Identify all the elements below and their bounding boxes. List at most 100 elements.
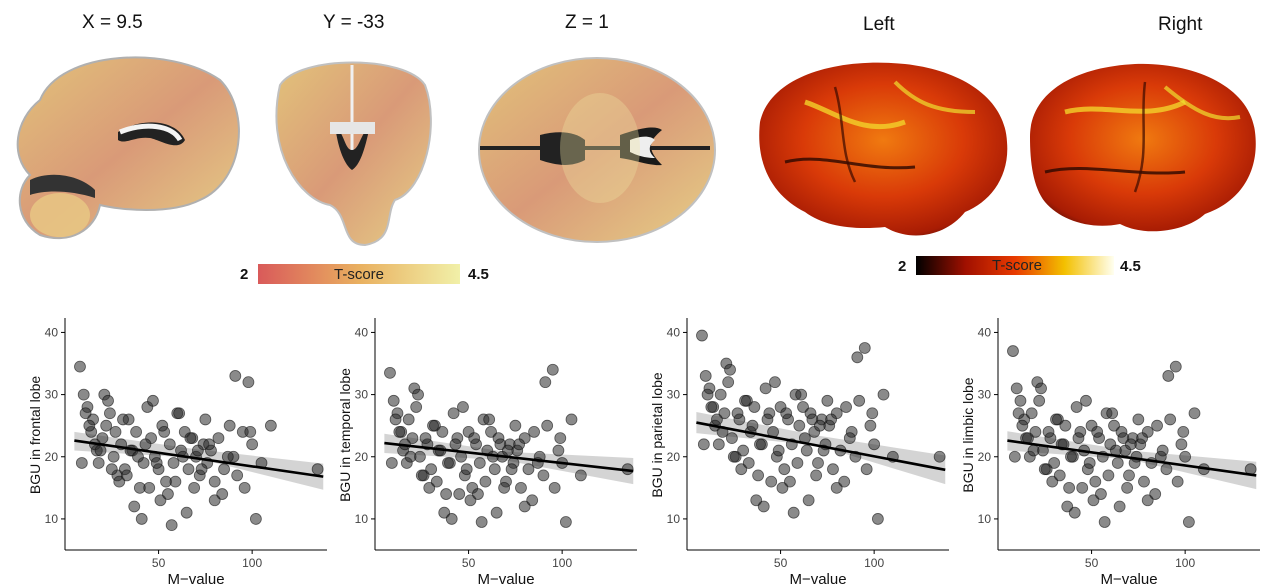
- plot2-data-point: [513, 438, 525, 451]
- plot1-data-point: [104, 407, 116, 420]
- plot1-data-point: [242, 376, 255, 389]
- plot1-data-point: [107, 450, 120, 463]
- plot4-data-point: [1007, 345, 1019, 357]
- plot4-data-point: [1164, 413, 1177, 426]
- plot3-data-point: [838, 475, 851, 488]
- plot2-data-point: [442, 457, 454, 469]
- plot3-data-point: [696, 329, 708, 342]
- surface-title-right: Right: [1158, 14, 1203, 35]
- plot1-data-point: [79, 407, 92, 420]
- plot2-data-point: [440, 488, 453, 500]
- plot3-data-point: [742, 457, 755, 469]
- colorbar1-gradient: T-score: [258, 264, 460, 284]
- plot3-data-point: [714, 388, 727, 401]
- plot1-data-point: [132, 450, 144, 463]
- plot3-data-point: [761, 413, 774, 426]
- plot4-data-point: [1072, 432, 1085, 445]
- plot1-data-point: [199, 413, 212, 426]
- plot3-data-point: [866, 407, 879, 420]
- plot1-data-point: [150, 457, 163, 469]
- plot4-data-point: [1063, 481, 1076, 494]
- plot3-data-point: [722, 376, 735, 389]
- plot3-data-point: [727, 450, 740, 463]
- plot3-data-point: [800, 444, 813, 457]
- plot4-data-point: [1089, 475, 1102, 488]
- plot3-data-point: [784, 475, 796, 488]
- plot4-data-point: [1151, 419, 1163, 432]
- plot3-data-point: [813, 419, 826, 432]
- plot1-data-point: [184, 432, 197, 445]
- plot1-data-point: [231, 469, 244, 482]
- scatter-plots-figure: 10 20 30 40 50 100 M−value BGU in frontal lobe 1…: [27, 318, 1260, 587]
- plot1-data-point: [188, 481, 201, 494]
- plot2-y-tick-label: 40: [355, 325, 369, 339]
- plot4-data-point: [1091, 425, 1104, 438]
- plot3-data-point: [795, 388, 808, 401]
- plot3-x-axis-label: M−value: [789, 571, 846, 587]
- plot1-data-point: [94, 444, 107, 457]
- plot4-data-point: [1149, 488, 1162, 500]
- plot1-data-point: [92, 457, 105, 469]
- plot3-x-tick-label: 100: [864, 556, 884, 570]
- plot4-data-point: [1188, 407, 1201, 420]
- plot2-data-point: [385, 457, 398, 469]
- plot2-data-point: [574, 469, 587, 482]
- plot4-data-point: [1080, 394, 1092, 407]
- plot1-data-point: [74, 360, 86, 373]
- plot1-y-tick-label: 40: [45, 325, 59, 339]
- plot1-data-point: [212, 432, 225, 445]
- plot4-fit-line: [1007, 439, 1257, 477]
- plot2-data-point: [425, 463, 438, 476]
- brain-slices-figure: [16, 56, 716, 247]
- surface-title-left: Left: [863, 14, 895, 35]
- plot1-data-point: [203, 438, 216, 451]
- plot1-data-point: [117, 413, 129, 426]
- plot4-data-point: [1027, 444, 1040, 457]
- plot3-data-point: [697, 438, 710, 451]
- plot3-data-point: [748, 401, 761, 413]
- plot2-data-point: [427, 419, 439, 432]
- plot4-data-point: [1123, 469, 1135, 482]
- plot4-data-point: [1098, 516, 1111, 528]
- plot3-data-point: [765, 475, 778, 488]
- plot2-data-point: [415, 469, 428, 482]
- plot2-x-axis-label: M−value: [477, 571, 534, 587]
- plot4-confidence-band: [1007, 431, 1257, 490]
- plot4-data-point: [1010, 382, 1023, 395]
- plot3-data-point: [711, 413, 723, 426]
- plot1-data-point: [167, 457, 180, 469]
- plot1-data-point: [75, 457, 88, 469]
- plot1-y-tick-label: 30: [45, 388, 59, 402]
- plot4-y-tick-label: 10: [978, 512, 992, 526]
- plot2-data-point: [546, 363, 559, 376]
- plot2-confidence-band: [384, 433, 634, 485]
- plot4-data-point: [1059, 419, 1072, 432]
- plot4-x-axis-label: M−value: [1100, 571, 1157, 587]
- plot3-data-point: [933, 450, 946, 463]
- plot1-data-point: [147, 394, 159, 407]
- plot1-data-point: [120, 469, 133, 482]
- plot2-data-point: [460, 463, 473, 476]
- plot2-fit-line: [384, 441, 634, 473]
- axial-slice-image: [478, 57, 716, 243]
- plot1-y-tick-label: 10: [45, 512, 59, 526]
- plot4-data-point: [1136, 432, 1148, 445]
- plot4-data-point: [1175, 438, 1188, 451]
- plot4-data-point: [1008, 450, 1021, 463]
- plot4-x-tick-label: 100: [1175, 556, 1195, 570]
- plot3-data-point: [769, 376, 781, 389]
- plot3-data-point: [868, 438, 881, 451]
- plot3-data-point: [858, 342, 871, 354]
- plot4-data-point: [1111, 457, 1124, 469]
- plot4-data-point: [1182, 516, 1195, 528]
- plot4-data-point: [1177, 425, 1190, 438]
- plot1-data-point: [158, 425, 171, 438]
- plot4-data-point: [1162, 370, 1175, 382]
- plot1-data-point: [223, 419, 236, 432]
- plot1-data-point: [165, 519, 178, 532]
- plot2-data-point: [410, 401, 423, 413]
- plot3-data-point: [731, 407, 744, 420]
- plot1-data-point: [102, 394, 114, 407]
- plot4-data-point: [1113, 500, 1126, 513]
- plot3-data-point: [827, 463, 839, 476]
